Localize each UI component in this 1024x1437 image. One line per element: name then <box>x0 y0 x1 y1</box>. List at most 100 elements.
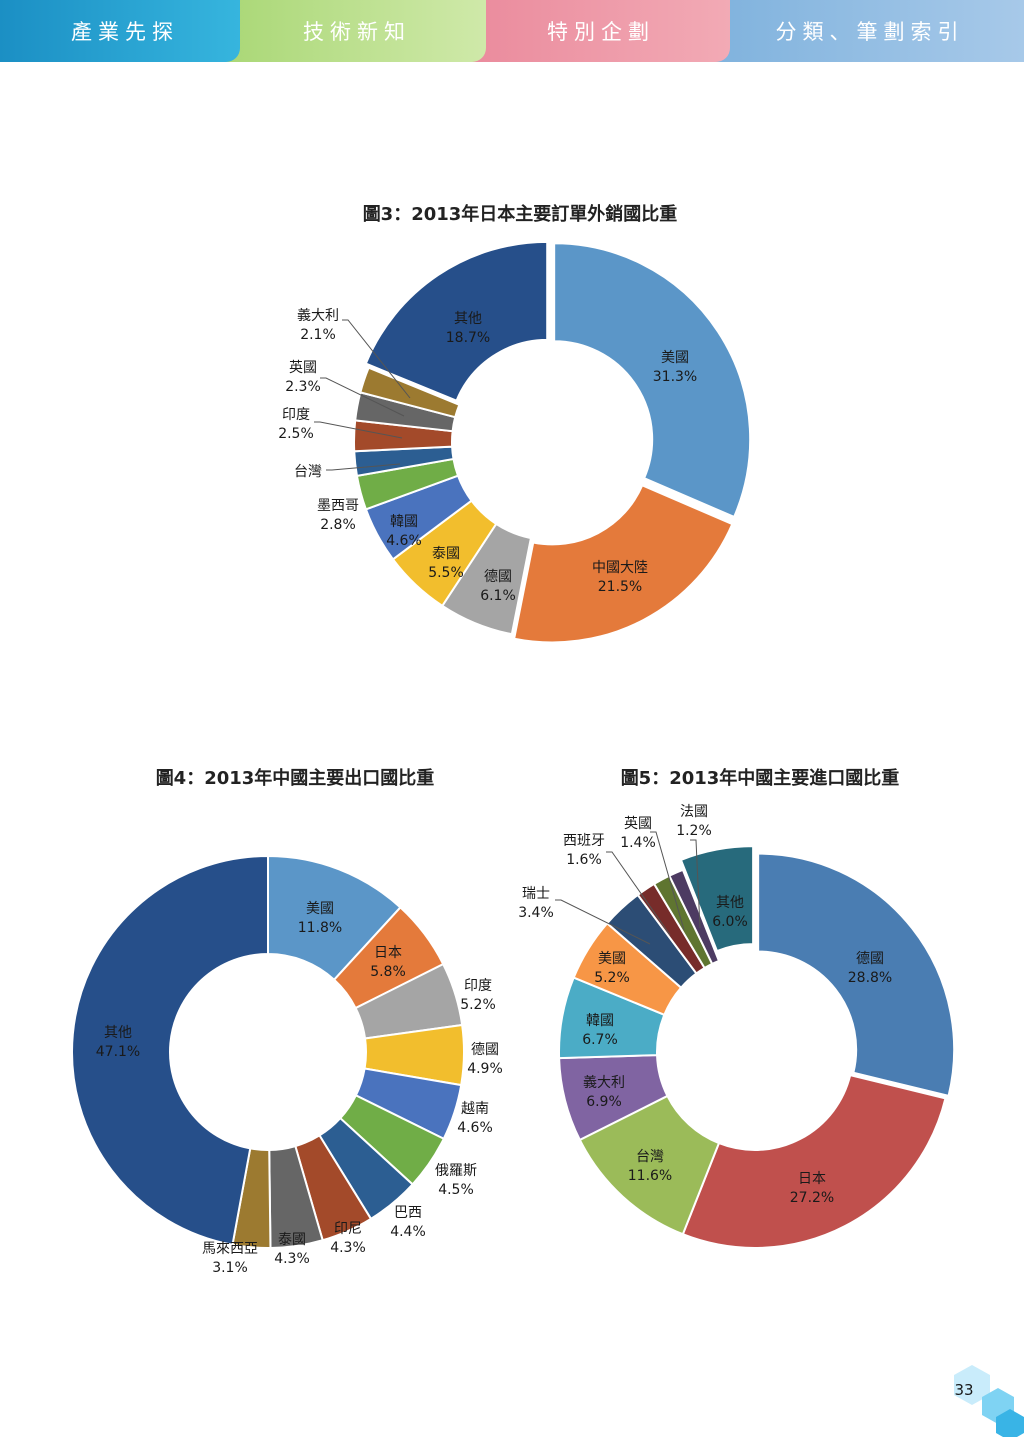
slice-value-label: 27.2% <box>790 1190 834 1206</box>
slice-label: 德國 <box>856 951 884 967</box>
slice-label: 泰國 <box>278 1232 306 1248</box>
slice-value-label: 21.5% <box>598 579 642 595</box>
slice-label: 義大利 <box>583 1074 625 1091</box>
chart-title: 圖4：2013年中國主要出口國比重 <box>155 768 435 789</box>
slice-label: 英國 <box>289 359 317 376</box>
leader-line <box>326 463 401 471</box>
leader-line <box>650 831 685 931</box>
slice-value-label: 1.2% <box>676 823 712 839</box>
slice-label: 巴西 <box>394 1205 422 1221</box>
donut-chart-5: 德國 28.8% 日本 27.2% 台灣 11.6% 義大利 6.9% 韓國 6.7% 美國 5.2%… <box>518 804 956 1249</box>
slice-label: 英國 <box>624 815 652 832</box>
slice-value-label: 3.1% <box>212 1260 248 1276</box>
slice-label: 台灣 <box>294 464 322 480</box>
slice-label: 馬來西亞 <box>202 1241 258 1257</box>
slice-value-label: 2.1% <box>300 327 336 343</box>
slice-label: 韓國 <box>586 1013 614 1029</box>
slice-label: 美國 <box>598 951 626 967</box>
slice-label: 其他 <box>454 311 482 327</box>
slice-value-label: 11.8% <box>298 920 342 936</box>
tab-special-feature[interactable]: 特別企劃 <box>462 0 730 62</box>
slice-label: 瑞士 <box>522 886 550 902</box>
slice-label: 日本 <box>798 1171 826 1187</box>
slice-value-label: 5.2% <box>460 997 496 1013</box>
slice-label: 德國 <box>471 1042 499 1058</box>
leader-line <box>606 851 671 936</box>
slice-value-label: 3.4% <box>518 905 554 921</box>
slice-value-label: 4.4% <box>390 1224 426 1240</box>
slice-label: 俄羅斯 <box>435 1163 477 1179</box>
slice-value-label: 6.0% <box>712 914 748 930</box>
tab-category-index[interactable]: 分類、筆劃索引 <box>706 0 1024 62</box>
slice-label: 台灣 <box>636 1149 664 1165</box>
slice-value-label: 4.3% <box>274 1251 310 1267</box>
tab-technology-news[interactable]: 技術新知 <box>218 0 486 62</box>
slice-label: 其他 <box>716 895 744 911</box>
slice-value-label: 2.5% <box>278 426 314 442</box>
pie-slice <box>364 240 549 403</box>
slice-value-label: 31.3% <box>653 369 697 385</box>
chart-title: 圖5：2013年中國主要進口國比重 <box>620 768 900 789</box>
leader-line <box>314 421 403 439</box>
pie-slice <box>681 1073 947 1249</box>
slice-value-label: 4.5% <box>438 1182 474 1198</box>
slice-value-label: 1.6% <box>566 852 602 868</box>
pie-slice <box>553 242 752 519</box>
slice-label: 泰國 <box>432 546 460 562</box>
slice-value-label: 18.7% <box>446 330 490 346</box>
tab-label: 產業先探 <box>71 20 179 44</box>
slice-value-label: 4.9% <box>467 1061 503 1077</box>
slice-label: 印度 <box>464 978 492 994</box>
slice-label: 越南 <box>461 1101 489 1117</box>
tab-industry-exploration[interactable]: 產業先探 <box>0 0 240 62</box>
pie-slice <box>757 852 956 1098</box>
slice-value-label: 2.8% <box>320 517 356 533</box>
pie-slice <box>667 868 721 966</box>
slice-value-label: 1.4% <box>620 835 656 851</box>
tab-label: 分類、筆劃索引 <box>775 20 965 44</box>
slice-value-label: 4.6% <box>457 1120 493 1136</box>
pie-slice <box>359 366 461 419</box>
chart-title: 圖3：2013年日本主要訂單外銷國比重 <box>362 204 678 225</box>
top-navigation: 產業先探 技術新知 特別企劃 分類、筆劃索引 <box>0 0 1024 62</box>
slice-label: 墨西哥 <box>317 498 359 514</box>
slice-value-label: 5.5% <box>428 565 464 581</box>
slice-label: 其他 <box>104 1025 132 1041</box>
hexagon-page-badge-icon <box>954 1365 1024 1437</box>
slice-value-label: 5.2% <box>594 970 630 986</box>
donut-chart-4: 美國 11.8% 日本 5.8% 印度 5.2% 德國 4.9% 越南 4.6% 俄羅斯 4.5% 巴西… <box>71 854 503 1276</box>
slice-label: 韓國 <box>390 514 418 530</box>
leader-line <box>320 377 405 417</box>
slice-value-label: 28.8% <box>848 970 892 986</box>
slice-label: 印度 <box>282 407 310 423</box>
pie-slice <box>679 845 755 953</box>
slice-value-label: 4.3% <box>330 1240 366 1256</box>
slice-label: 義大利 <box>297 307 339 324</box>
slice-label: 日本 <box>374 945 402 961</box>
leader-line <box>690 839 701 929</box>
slice-value-label: 47.1% <box>96 1044 140 1060</box>
slice-label: 印尼 <box>334 1221 362 1237</box>
leader-line <box>342 319 411 399</box>
slice-value-label: 6.7% <box>582 1032 618 1048</box>
slice-label: 中國大陸 <box>592 560 648 576</box>
slice-value-label: 4.6% <box>386 533 422 549</box>
leader-line <box>555 899 651 945</box>
slice-value-label: 11.6% <box>628 1168 672 1184</box>
page-number: 33 <box>954 1381 974 1399</box>
slice-label: 美國 <box>661 350 689 366</box>
slice-label: 美國 <box>306 901 334 917</box>
pie-slice <box>71 854 269 1246</box>
slice-label: 法國 <box>680 804 708 820</box>
slice-label: 德國 <box>484 569 512 585</box>
pie-slice <box>512 483 734 644</box>
tab-label: 技術新知 <box>303 20 411 44</box>
tab-label: 特別企劃 <box>547 20 655 44</box>
slice-value-label: 6.9% <box>586 1094 622 1110</box>
slice-label: 西班牙 <box>563 833 605 849</box>
donut-chart-3: 美國 31.3% 中國大陸 21.5% 德國 6.1% 泰國 5.5% 韓國 4.6% 墨西哥 2.8… <box>278 240 752 644</box>
slice-value-label: 6.1% <box>480 588 516 604</box>
slice-value-label: 2.3% <box>285 379 321 395</box>
slice-value-label: 5.8% <box>370 964 406 980</box>
